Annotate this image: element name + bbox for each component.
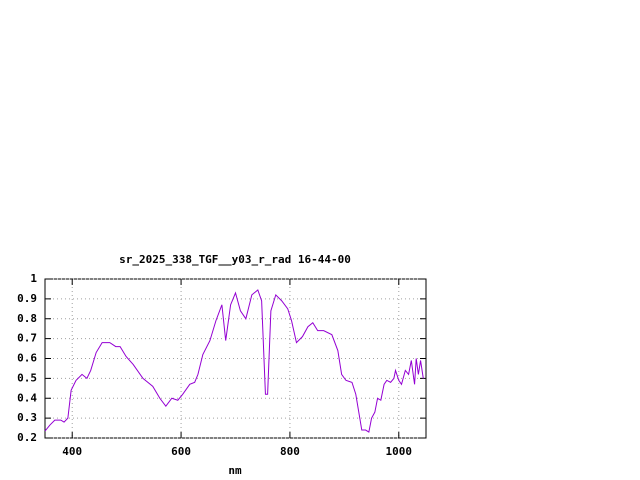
y-tick-label: 0.9 [17,292,37,305]
y-tick-label: 1 [30,272,37,285]
y-tick-label: 0.7 [17,332,37,345]
y-tick-label: 0.5 [17,371,37,384]
x-tick-label: 1000 [386,445,413,458]
y-tick-label: 0.6 [17,352,37,365]
x-tick-label: 400 [62,445,82,458]
y-tick-label: 0.2 [17,431,37,444]
x-axis-label: nm [228,464,242,477]
plot-frame [44,278,427,439]
chart-title: sr_2025_338_TGF__y03_r_rad 16-44-00 [119,253,351,266]
x-tick-label: 800 [280,445,300,458]
y-tick-label: 0.3 [17,411,37,424]
y-tick-label: 0.8 [17,312,37,325]
y-tick-label: 0.4 [17,391,37,404]
x-tick-label: 600 [171,445,191,458]
data-line [44,289,424,433]
